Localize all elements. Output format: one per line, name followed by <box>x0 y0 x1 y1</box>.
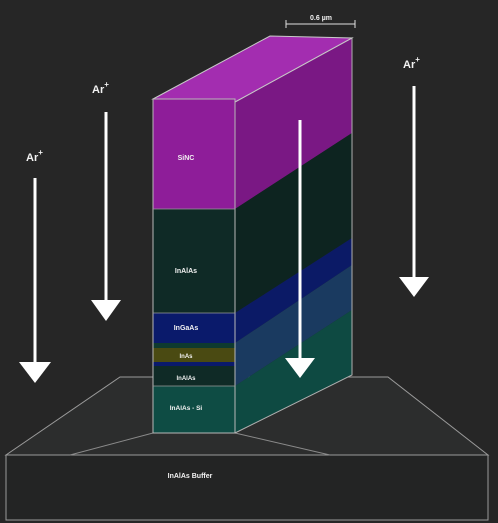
right-sinc <box>235 38 352 209</box>
pillar-right-face <box>234 37 353 434</box>
layer-spacer-2 <box>153 362 235 366</box>
ion-arrow-center <box>285 120 315 378</box>
right-inalas-top <box>235 133 352 313</box>
layer-spacer-1 <box>153 343 235 348</box>
trench-left-edge <box>69 432 154 456</box>
ion-label: Ar+ <box>92 80 109 96</box>
trench-right-edge <box>234 432 331 456</box>
label-inalas-top: InAlAs <box>175 268 197 275</box>
ion-label: Ar+ <box>403 55 420 71</box>
ion-label: Ar+ <box>26 148 43 164</box>
right-thin-layers <box>235 265 352 386</box>
arrow-head <box>285 358 315 378</box>
scale-bar-label: 0.6 µm <box>310 15 332 22</box>
label-sinc: SiNC <box>178 155 195 162</box>
layer-sinc <box>153 99 235 209</box>
ion-arrow-right: Ar+ <box>399 55 429 297</box>
ion-arrow-left: Ar+ <box>19 148 51 383</box>
label-inas: InAs <box>179 354 193 360</box>
label-buffer: InAlAs Buffer <box>168 473 213 480</box>
layer-inalas-mid <box>153 366 235 386</box>
layer-ingaas <box>153 313 235 343</box>
scale-bar: 0.6 µm <box>285 15 356 28</box>
right-inalas-si <box>235 310 352 433</box>
arrow-head <box>91 300 121 321</box>
label-ingaas: InGaAs <box>174 325 199 332</box>
arrow-head <box>399 277 429 297</box>
pillar-front-outline <box>152 98 236 434</box>
pillar-front-face <box>152 98 236 434</box>
arrow-head <box>19 362 51 383</box>
layer-inalas-si <box>153 386 235 433</box>
layer-inas <box>153 348 235 362</box>
ion-arrow-mid: Ar+ <box>91 80 121 321</box>
label-inalas-si: InAlAs - Si <box>170 405 203 412</box>
right-ingaas <box>235 238 352 343</box>
label-inalas-mid: InAlAs <box>176 376 196 382</box>
buffer-front-face <box>5 454 489 521</box>
layer-inalas-top <box>153 209 235 313</box>
